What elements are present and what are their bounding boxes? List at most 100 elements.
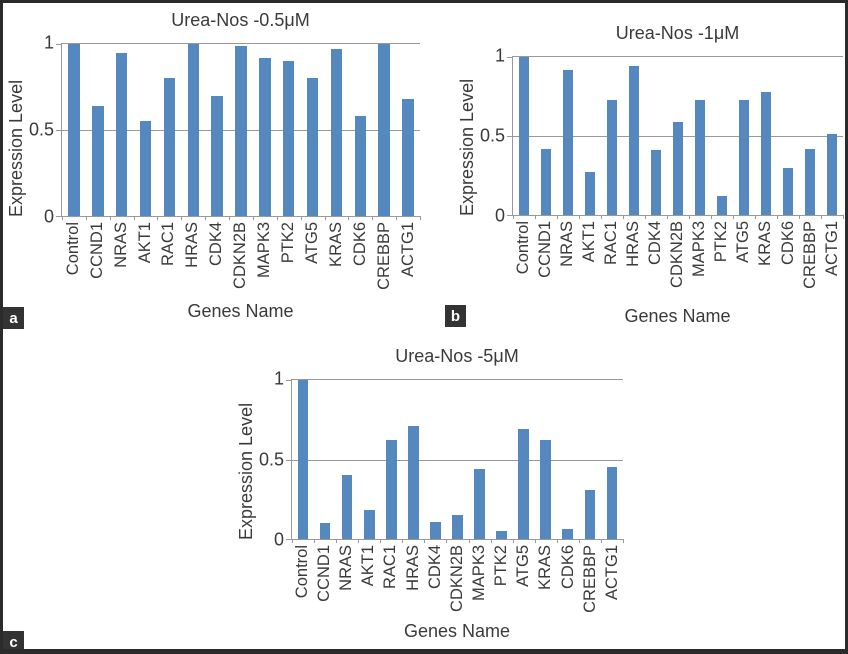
x-tick-mark bbox=[490, 539, 492, 543]
bar-cell-cdkn2b bbox=[667, 57, 689, 215]
bar-series bbox=[62, 44, 420, 216]
x-category-cell: CREBBP bbox=[799, 221, 821, 301]
x-category-cell: PTK2 bbox=[490, 545, 512, 625]
y-axis-tick-labels: 1 0.5 0 bbox=[463, 46, 505, 226]
bar-cell-hras bbox=[402, 380, 424, 539]
x-category-label-cdk4: CDK4 bbox=[425, 545, 444, 590]
x-tick-mark bbox=[380, 539, 382, 543]
bar-kras bbox=[540, 440, 551, 539]
x-tick-mark bbox=[396, 216, 398, 220]
x-tick-mark bbox=[512, 539, 514, 543]
bar-cell-kras bbox=[755, 57, 777, 215]
bar-ptk2 bbox=[282, 61, 295, 216]
bar-ptk2 bbox=[496, 531, 507, 539]
bar-kras bbox=[330, 49, 343, 216]
bar-cell-mapk3 bbox=[253, 44, 277, 216]
x-category-cell: ACTG1 bbox=[601, 545, 623, 625]
x-category-label-cdk6: CDK6 bbox=[558, 545, 577, 590]
x-category-cell: RAC1 bbox=[157, 222, 181, 302]
x-category-cell: AKT1 bbox=[357, 545, 379, 625]
x-axis-tick-marks bbox=[62, 216, 421, 220]
x-tick-mark bbox=[645, 215, 646, 219]
x-category-label-ptk2: PTK2 bbox=[492, 545, 511, 587]
x-axis-tick-marks bbox=[292, 539, 624, 543]
x-category-cell: ATG5 bbox=[300, 222, 324, 302]
bar-cell-cdk4 bbox=[424, 380, 446, 539]
y-axis-tick-labels: 1 0.5 0 bbox=[242, 369, 284, 550]
bar-cdkn2b bbox=[235, 45, 247, 216]
panel-label-b: b bbox=[445, 305, 466, 327]
x-category-label-rac1: RAC1 bbox=[381, 545, 400, 590]
x-tick-mark bbox=[579, 215, 580, 219]
x-tick-mark bbox=[843, 215, 844, 219]
y-tick-label-0.5: 0.5 bbox=[28, 119, 54, 140]
bar-cell-ccnd1 bbox=[314, 380, 336, 539]
x-tick-mark bbox=[292, 539, 293, 543]
bar-crebbp bbox=[378, 44, 390, 216]
bar-akt1 bbox=[584, 172, 596, 215]
bar-hras bbox=[187, 44, 199, 216]
bar-cell-control bbox=[292, 380, 314, 539]
bar-cell-cdk6 bbox=[348, 44, 372, 216]
bar-actg1 bbox=[826, 134, 838, 215]
x-category-cell: HRAS bbox=[622, 221, 644, 301]
bar-series bbox=[292, 380, 623, 539]
x-category-label-actg1: ACTG1 bbox=[822, 221, 841, 277]
x-category-label-crebbp: CREBBP bbox=[800, 221, 819, 289]
x-tick-mark bbox=[513, 215, 514, 219]
bar-cell-ccnd1 bbox=[535, 57, 557, 215]
x-tick-mark bbox=[623, 539, 624, 543]
bar-cell-cdk6 bbox=[557, 380, 579, 539]
bar-cell-nras bbox=[110, 44, 134, 216]
x-category-cell: AKT1 bbox=[133, 222, 157, 302]
plot-area bbox=[56, 43, 421, 220]
x-category-label-ptk2: PTK2 bbox=[712, 221, 731, 263]
bar-actg1 bbox=[402, 99, 414, 216]
bar-hras bbox=[408, 426, 419, 539]
x-tick-mark bbox=[300, 216, 302, 220]
x-tick-mark bbox=[600, 539, 602, 543]
x-tick-mark bbox=[777, 215, 778, 219]
bar-crebbp bbox=[584, 489, 596, 539]
bar-cell-crebbp bbox=[579, 380, 601, 539]
x-category-label-ccnd1: CCND1 bbox=[87, 222, 106, 279]
bar-crebbp bbox=[804, 148, 816, 215]
bar-cell-atg5 bbox=[301, 44, 325, 216]
y-tick-label-1: 1 bbox=[43, 32, 54, 53]
bar-nras bbox=[115, 52, 128, 216]
bar-mapk3 bbox=[259, 57, 271, 216]
x-category-cell: KRAS bbox=[535, 545, 557, 625]
x-tick-mark bbox=[358, 539, 360, 543]
x-tick-mark bbox=[348, 216, 350, 220]
bar-cell-nras bbox=[557, 57, 579, 215]
x-category-label-hras: HRAS bbox=[183, 222, 202, 268]
x-category-cell: MAPK3 bbox=[689, 221, 711, 301]
x-category-cell: ACTG1 bbox=[396, 222, 420, 302]
y-tick-mark bbox=[56, 216, 62, 217]
x-tick-mark bbox=[446, 539, 448, 543]
x-category-label-cdk6: CDK6 bbox=[350, 222, 369, 267]
x-tick-mark bbox=[324, 216, 326, 220]
x-category-label-mapk3: MAPK3 bbox=[469, 545, 488, 601]
x-category-labels: Control CCND1 NRAS AKT1 RAC1 HRAS CDK4 CDKN2B MA… bbox=[61, 222, 420, 302]
bar-cell-cdkn2b bbox=[229, 44, 253, 216]
x-category-cell: HRAS bbox=[181, 222, 205, 302]
y-tick-mark bbox=[286, 539, 292, 540]
x-tick-mark bbox=[733, 215, 734, 219]
chart-panel-a: Urea-Nos -0.5μM Expression Level 1 0.5 0 C… bbox=[6, 10, 421, 321]
x-tick-mark bbox=[556, 539, 558, 543]
y-tick-label-0.5: 0.5 bbox=[479, 125, 505, 146]
x-category-label-cdkn2b: CDKN2B bbox=[668, 221, 687, 288]
x-category-label-control: Control bbox=[63, 222, 82, 276]
x-category-cell: CDK4 bbox=[205, 222, 229, 302]
x-category-cell: CDK6 bbox=[777, 221, 799, 301]
x-tick-mark bbox=[402, 539, 404, 543]
x-category-label-akt1: AKT1 bbox=[135, 222, 154, 264]
gridline-0-5 bbox=[292, 459, 623, 461]
bar-control bbox=[297, 380, 309, 539]
x-axis-title: Genes Name bbox=[187, 301, 294, 321]
bar-cell-cdk4 bbox=[205, 44, 229, 216]
x-tick-mark bbox=[109, 216, 111, 220]
bar-cell-ptk2 bbox=[711, 57, 733, 215]
x-tick-mark bbox=[157, 216, 159, 220]
